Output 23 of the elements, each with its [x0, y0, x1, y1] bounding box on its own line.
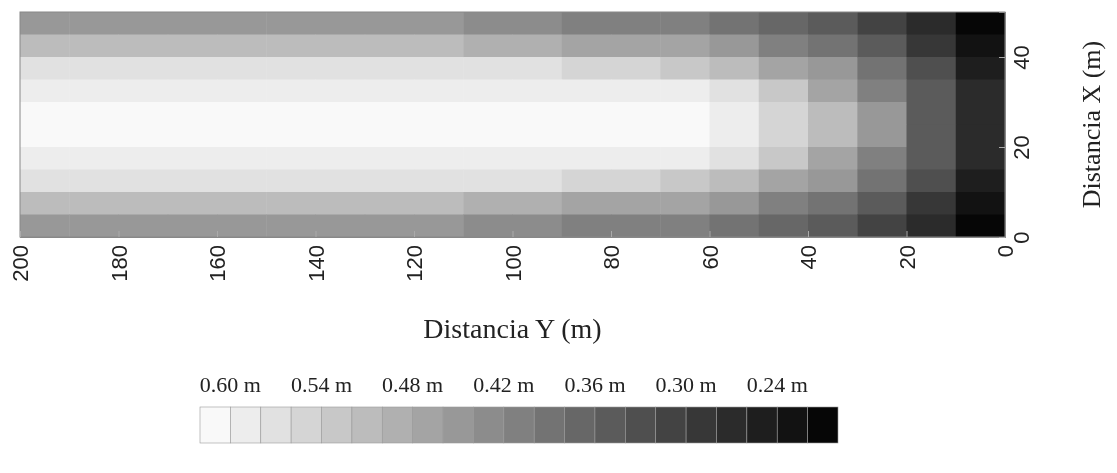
- x-tick-label: 100: [500, 245, 526, 282]
- color-bar-label: 0.60 m: [199, 372, 261, 397]
- x-tick-label: 160: [205, 245, 231, 282]
- x-tick-label: 20: [894, 245, 920, 270]
- y-axis-title: Distancia X (m): [1077, 40, 1106, 209]
- x-tick-label: 60: [697, 245, 723, 270]
- color-bar-label: 0.48 m: [382, 372, 444, 397]
- x-tick-label: 80: [599, 245, 625, 270]
- y-tick-label: 0: [1009, 231, 1034, 244]
- x-axis-title: Distancia Y (m): [423, 313, 602, 344]
- y-tick-label: 40: [1009, 45, 1034, 70]
- x-tick-label: 140: [303, 245, 329, 282]
- x-tick-label: 180: [106, 245, 132, 282]
- x-tick-label: 40: [796, 245, 822, 270]
- color-bar-label: 0.30 m: [655, 372, 717, 397]
- color-bar-label: 0.36 m: [564, 372, 626, 397]
- x-tick-label: 120: [402, 245, 428, 282]
- color-bar-label: 0.24 m: [746, 372, 808, 397]
- x-tick-label: 0: [993, 245, 1019, 258]
- x-tick-label: 200: [8, 245, 34, 282]
- y-tick-label: 20: [1009, 135, 1034, 160]
- color-bar-label: 0.42 m: [473, 372, 535, 397]
- color-bar-label: 0.54 m: [290, 372, 353, 397]
